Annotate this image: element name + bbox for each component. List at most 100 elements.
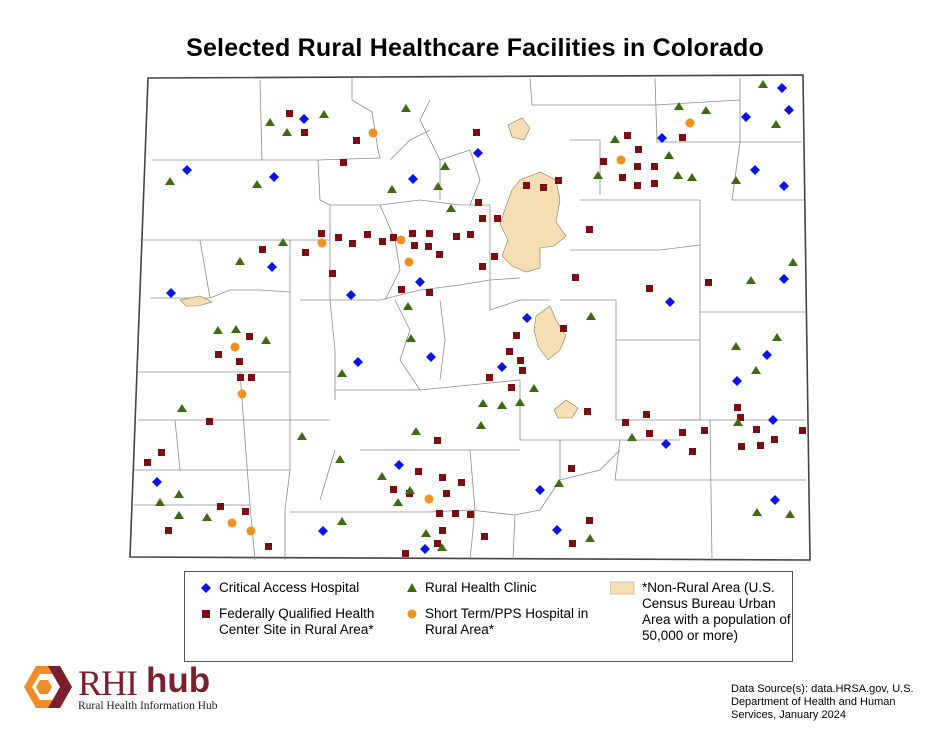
fqhc-marker xyxy=(158,449,165,456)
fqhc-marker xyxy=(467,231,474,238)
rhc-marker xyxy=(282,128,292,136)
fqhc-marker xyxy=(506,348,513,355)
legend-label: Federally Qualified Health Center Site i… xyxy=(219,606,375,637)
cah-marker xyxy=(318,526,328,536)
fqhc-marker xyxy=(679,429,686,436)
fqhc-marker xyxy=(353,137,360,144)
short-term-marker xyxy=(237,389,247,399)
fqhc-marker xyxy=(757,442,764,449)
rhc-marker xyxy=(177,404,187,412)
cah-marker xyxy=(665,297,675,307)
fqhc-marker xyxy=(701,427,708,434)
rhc-marker xyxy=(387,185,397,193)
fqhc-marker xyxy=(569,540,576,547)
fqhc-marker xyxy=(479,263,486,270)
rhc-marker xyxy=(437,543,447,551)
short-term-marker xyxy=(396,235,406,245)
short-term-marker xyxy=(246,526,256,536)
fqhc-marker xyxy=(434,437,441,444)
fqhc-marker xyxy=(411,242,418,249)
fqhc-marker xyxy=(624,132,631,139)
fqhc-marker xyxy=(555,177,562,184)
rhc-marker xyxy=(664,151,674,159)
rhc-marker xyxy=(433,182,443,190)
data-source-text: Data Source(s): data.HRSA.gov, U.S. Depa… xyxy=(731,683,914,721)
fqhc-marker xyxy=(600,158,607,165)
fqhc-marker xyxy=(467,511,474,518)
fqhc-marker xyxy=(364,231,371,238)
short-term-marker xyxy=(424,494,434,504)
rhc-marker xyxy=(202,513,212,521)
fqhc-marker xyxy=(453,233,460,240)
fqhc-marker xyxy=(436,510,443,517)
cah-marker xyxy=(420,544,430,554)
cah-marker xyxy=(408,174,418,184)
rhc-marker xyxy=(610,135,620,143)
rhihub-mark-icon xyxy=(24,666,72,708)
fqhc-marker xyxy=(144,459,151,466)
fqhc-marker xyxy=(646,430,653,437)
fqhc-marker xyxy=(517,357,524,364)
rhc-marker xyxy=(165,177,175,185)
cah-marker xyxy=(779,181,789,191)
fqhc-marker xyxy=(248,374,255,381)
fqhc-marker xyxy=(560,325,567,332)
fqhc-marker xyxy=(737,414,744,421)
data-source-note: Data Source(s): data.HRSA.gov, U.S. Depa… xyxy=(731,683,936,722)
rhc-marker xyxy=(476,421,486,429)
fqhc-marker xyxy=(318,230,325,237)
fqhc-marker xyxy=(215,351,222,358)
fqhc-marker xyxy=(513,332,520,339)
rhc-marker xyxy=(593,171,603,179)
fqhc-marker xyxy=(519,367,526,374)
fqhc-marker xyxy=(390,486,397,493)
fqhc-marker xyxy=(771,436,778,443)
rhc-marker xyxy=(758,80,768,88)
rhc-marker xyxy=(497,401,507,409)
legend-rhc-symbol xyxy=(407,583,417,592)
rhc-marker xyxy=(252,180,262,188)
cah-marker xyxy=(661,439,671,449)
fqhc-marker xyxy=(443,490,450,497)
rhc-marker xyxy=(701,106,711,114)
short-term-marker xyxy=(227,518,237,528)
cah-marker xyxy=(784,105,794,115)
fqhc-marker xyxy=(426,289,433,296)
fqhc-marker xyxy=(379,238,386,245)
cah-marker xyxy=(768,415,778,425)
rhc-marker xyxy=(585,534,595,542)
fqhc-marker xyxy=(301,129,308,136)
logo-subtitle: Rural Health Information Hub xyxy=(78,700,218,712)
short-term-marker xyxy=(368,128,378,138)
fqhc-marker xyxy=(486,374,493,381)
fqhc-marker xyxy=(439,527,446,534)
legend-short-term-symbol xyxy=(407,609,417,619)
fqhc-marker xyxy=(265,543,272,550)
rhc-marker xyxy=(278,238,288,246)
cah-marker xyxy=(762,350,772,360)
cah-marker xyxy=(182,165,192,175)
rhc-marker xyxy=(337,369,347,377)
rhc-marker xyxy=(746,276,756,284)
fqhc-marker xyxy=(635,146,642,153)
fqhc-marker xyxy=(473,129,480,136)
fqhc-marker xyxy=(434,540,441,547)
cah-marker xyxy=(267,262,277,272)
cah-marker xyxy=(779,274,789,284)
fqhc-marker xyxy=(479,215,486,222)
short-term-marker xyxy=(616,155,626,165)
cah-marker xyxy=(415,277,425,287)
rhc-marker xyxy=(421,529,431,537)
fqhc-marker xyxy=(491,253,498,260)
rhc-marker xyxy=(393,498,403,506)
fqhc-marker xyxy=(425,243,432,250)
rhc-marker xyxy=(405,486,415,494)
legend-label: Short Term/PPS Hospital in Rural Area* xyxy=(425,606,589,637)
fqhc-marker xyxy=(568,465,575,472)
fqhc-marker xyxy=(236,358,243,365)
fqhc-marker xyxy=(390,234,397,241)
legend-fqhc-symbol xyxy=(202,610,210,618)
fqhc-marker xyxy=(246,333,253,340)
short-term-marker xyxy=(230,342,240,352)
